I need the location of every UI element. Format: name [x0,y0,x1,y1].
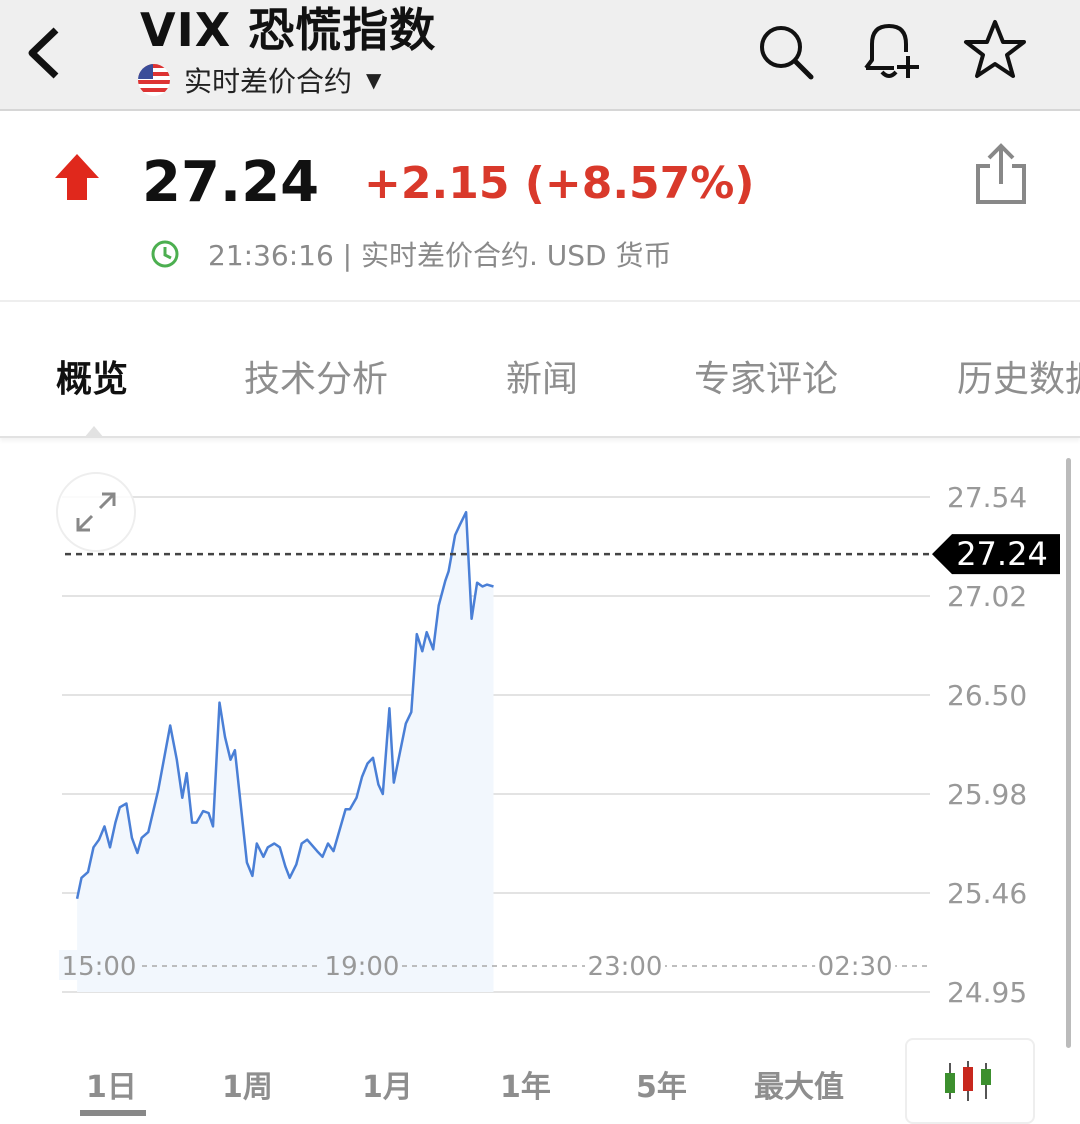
scrollbar[interactable] [1066,458,1071,1048]
share-icon[interactable] [974,142,1028,206]
quote-meta-text: 21:36:16 | 实时差价合约. USD 货币 [208,239,672,272]
range-1y[interactable]: 1年 [500,1070,551,1105]
price-change: +2.15 (+8.57%) [364,158,755,209]
x-tick-label: 15:00 [62,952,137,982]
instrument-type-dropdown[interactable]: 实时差价合约 ▼ [138,60,381,100]
range-1w[interactable]: 1周 [222,1070,273,1105]
section-tabs: 概览 技术分析 新闻 专家评论 历史数据 [0,304,1080,438]
tab-analysis[interactable]: 专家评论 [694,359,839,400]
y-tick-label: 27.02 [947,580,1027,613]
range-1d[interactable]: 1日 [86,1070,137,1105]
tab-overview[interactable]: 概览 [56,359,129,400]
active-range-indicator [80,1110,146,1116]
tab-technical[interactable]: 技术分析 [244,359,389,400]
x-tick-label: 19:00 [325,952,400,982]
price-chart[interactable]: 27.54 27.02 26.50 25.98 25.46 24.95 15:00 19:0… [0,0,1080,1040]
tab-news[interactable]: 新闻 [506,359,579,400]
y-tick-label: 26.50 [947,679,1027,712]
active-tab-indicator [84,426,104,438]
quote-summary: 27.24 +2.15 (+8.57%) 21:36:16 | 实时差价合约. … [0,112,1080,302]
clock-icon [151,240,179,268]
y-tick-label: 24.95 [947,976,1027,1009]
expand-chart-button[interactable] [56,472,136,552]
candlestick-toggle-button[interactable] [905,1038,1035,1124]
search-icon[interactable] [756,22,816,82]
caret-down-icon: ▼ [366,68,382,92]
current-price-label: 27.24 [956,535,1048,573]
back-icon[interactable] [24,26,64,80]
tab-historical-data[interactable]: 历史数据 [957,359,1080,400]
y-tick-label: 27.54 [947,481,1027,514]
y-tick-label: 25.98 [947,778,1027,811]
x-tick-label: 23:00 [588,952,663,982]
range-5y[interactable]: 5年 [636,1070,687,1105]
last-price: 27.24 [142,150,320,215]
up-arrow-icon [55,154,99,200]
x-tick-bg [59,950,139,980]
expand-icon [76,492,116,532]
current-price-tag: 27.24 [932,534,1060,575]
price-line [75,510,494,899]
star-icon[interactable] [962,18,1028,82]
range-max[interactable]: 最大值 [754,1070,844,1105]
x-tick-bg [815,950,896,980]
price-area [77,512,494,992]
us-flag-icon [138,64,170,96]
x-tick-label: 02:30 [818,952,893,982]
x-tick-bg [585,950,665,980]
range-1m[interactable]: 1月 [362,1070,413,1105]
instrument-type-label: 实时差价合约 [184,65,353,98]
page-title: VIX 恐慌指数 [140,3,437,57]
y-tick-label: 25.46 [947,877,1027,910]
quote-meta: 21:36:16 | 实时差价合约. USD 货币 [150,234,672,274]
candlestick-icon [945,1061,991,1101]
top-bar: VIX 恐慌指数 实时差价合约 ▼ [0,0,1080,111]
x-tick-bg [322,950,402,980]
bell-plus-icon[interactable] [858,18,924,82]
